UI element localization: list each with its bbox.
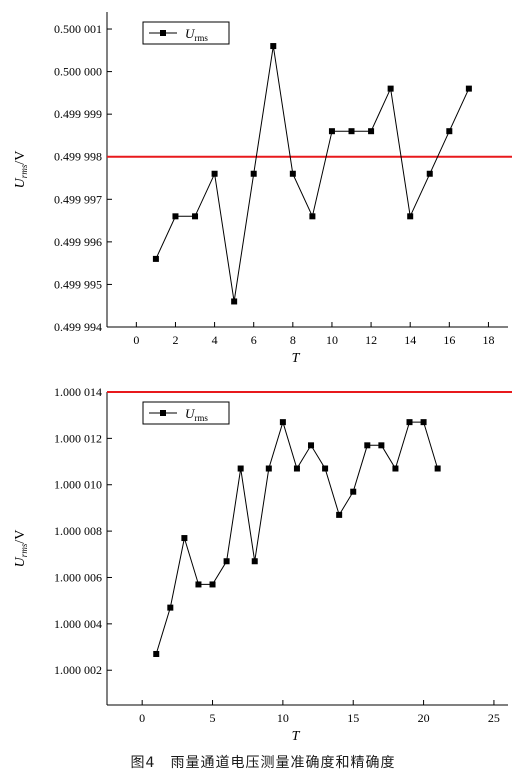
x-tick-label: 8 [290, 333, 296, 347]
y-tick-label: 1.000 008 [54, 524, 102, 538]
y-tick-label: 1.000 012 [54, 431, 102, 445]
legend-label-main: U [185, 26, 196, 41]
data-point [153, 650, 160, 657]
x-tick-label: 16 [443, 333, 455, 347]
x-axis-title: T [292, 351, 301, 366]
x-axis-title: T [292, 729, 301, 744]
data-point [195, 581, 202, 588]
data-point [392, 465, 399, 472]
data-point [211, 170, 218, 177]
y-tick-label: 0.499 999 [54, 107, 102, 121]
series-line [155, 420, 439, 655]
chart-1: 0.499 994 0.499 995 0.499 996 0.499 997 0.49… [13, 12, 512, 366]
y-tick-label: 1.000 014 [54, 385, 102, 399]
data-point [309, 213, 316, 220]
data-point [364, 442, 371, 449]
data-point [387, 85, 394, 92]
data-point [336, 511, 343, 518]
data-point [289, 170, 296, 177]
data-point [265, 465, 272, 472]
legend-label-main: U [185, 406, 196, 421]
legend-label: Urms [185, 406, 208, 423]
data-point [279, 419, 286, 426]
data-point [308, 442, 315, 449]
legend-box [142, 21, 230, 45]
x-tick-label: 0 [139, 711, 145, 725]
y-axis-title: Urms/V [13, 151, 29, 189]
figure-caption: 图4 雨量通道电压测量准确度和精确度 [130, 755, 396, 771]
data-point [192, 213, 199, 220]
y-tick-label: 1.000 004 [54, 617, 102, 631]
data-point [209, 581, 216, 588]
data-point [406, 419, 413, 426]
data-point [348, 128, 355, 135]
data-point [426, 170, 433, 177]
y-tick-label: 0.500 000 [54, 65, 102, 79]
legend-label: Urms [185, 26, 208, 43]
x-tick-label: 5 [210, 711, 216, 725]
series-line [155, 46, 470, 302]
data-point [446, 128, 453, 135]
data-point [172, 213, 179, 220]
x-tick-label: 20 [418, 711, 430, 725]
y-axis-title: Urms/V [13, 530, 29, 568]
y-tick-label: 0.499 998 [54, 150, 102, 164]
data-point [223, 558, 230, 565]
y-axis-title-unit: /V [13, 151, 28, 165]
data-point [231, 298, 238, 305]
y-axis-title-sub: rms [19, 543, 29, 557]
data-point [407, 213, 414, 220]
y-axis-title-sub: rms [19, 164, 29, 178]
chart-2: 1.000 002 1.000 004 1.000 006 1.000 008 1.00… [13, 385, 512, 744]
x-tick-label: 10 [326, 333, 338, 347]
x-tick-label: 2 [172, 333, 178, 347]
y-tick-label: 1.000 002 [54, 663, 102, 677]
x-tick-label: 18 [482, 333, 494, 347]
y-tick-label: 0.499 995 [54, 277, 102, 291]
data-point [322, 465, 329, 472]
legend-label-sub: rms [194, 33, 208, 43]
data-point [152, 255, 159, 262]
x-tick-label: 12 [365, 333, 377, 347]
legend-box [142, 401, 230, 425]
data-point [270, 43, 277, 50]
data-point [350, 488, 357, 495]
y-axis-title-unit: /V [13, 530, 28, 544]
data-point [378, 442, 385, 449]
y-tick-label: 0.499 997 [54, 192, 102, 206]
x-tick-label: 0 [133, 333, 139, 347]
data-point [465, 85, 472, 92]
legend-marker [160, 30, 166, 36]
data-point [420, 419, 427, 426]
x-tick-label: 25 [488, 711, 500, 725]
x-tick-label: 4 [212, 333, 218, 347]
data-point [328, 128, 335, 135]
y-tick-label: 1.000 006 [54, 570, 102, 584]
data-point [368, 128, 375, 135]
data-point [250, 170, 257, 177]
data-point [181, 535, 188, 542]
y-tick-label: 0.499 994 [54, 320, 102, 334]
y-axis-title-main: U [13, 556, 28, 567]
x-tick-label: 14 [404, 333, 416, 347]
y-axis-title-main: U [13, 177, 28, 188]
legend-label-sub: rms [194, 413, 208, 423]
data-point [251, 558, 258, 565]
y-tick-label: 0.499 996 [54, 235, 102, 249]
y-tick-label: 1.000 010 [54, 478, 102, 492]
x-tick-label: 6 [251, 333, 257, 347]
data-point [434, 465, 441, 472]
x-tick-label: 10 [277, 711, 289, 725]
y-tick-label: 0.500 001 [54, 22, 102, 36]
data-point [293, 465, 300, 472]
data-point [237, 465, 244, 472]
x-tick-label: 15 [347, 711, 359, 725]
legend-marker [160, 410, 166, 416]
data-point [167, 604, 174, 611]
